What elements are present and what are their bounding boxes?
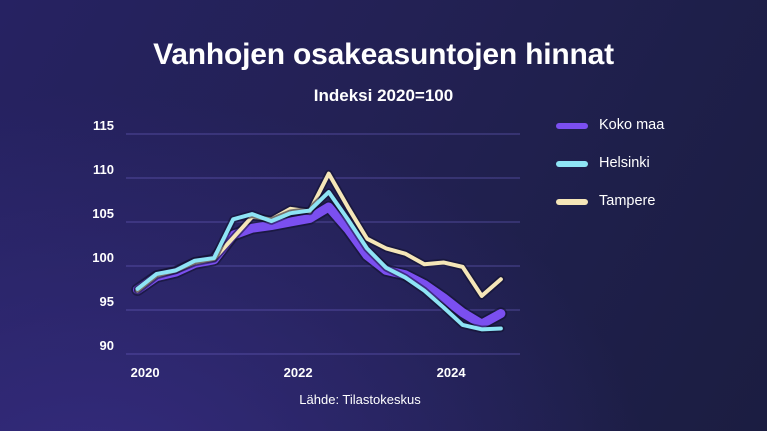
legend-item-tampere: Tampere: [556, 192, 756, 212]
chart-subtitle: Indeksi 2020=100: [313, 86, 454, 105]
page-title: Vanhojen osakeasuntojen hinnat: [153, 38, 614, 71]
y-tick-label: 115: [93, 118, 114, 133]
y-tick-label: 105: [92, 206, 114, 221]
legend-label-tampere: Tampere: [599, 193, 656, 209]
y-tick-label: 110: [93, 162, 114, 177]
legend-item-helsinki: Helsinki: [556, 154, 756, 174]
legend-swatch-tampere: [556, 199, 588, 205]
legend-swatch-helsinki: [556, 161, 588, 167]
chart-legend: Koko maa Helsinki Tampere: [556, 116, 756, 212]
source-note: Lähde: Tilastokeskus: [299, 392, 421, 407]
legend-swatch-koko-maa: [556, 123, 588, 129]
x-tick-label: 2024: [436, 365, 466, 380]
series-line-helsinki: [135, 190, 503, 332]
y-tick-label: 90: [99, 338, 114, 353]
y-tick-label: 95: [99, 294, 114, 309]
legend-item-koko-maa: Koko maa: [556, 116, 756, 136]
x-tick-label: 2020: [130, 365, 160, 380]
x-tick-label: 2022: [283, 365, 313, 380]
legend-label-helsinki: Helsinki: [599, 155, 650, 171]
legend-label-koko-maa: Koko maa: [599, 117, 665, 133]
y-tick-label: 100: [92, 250, 114, 265]
series-line-tampere: [135, 171, 503, 298]
